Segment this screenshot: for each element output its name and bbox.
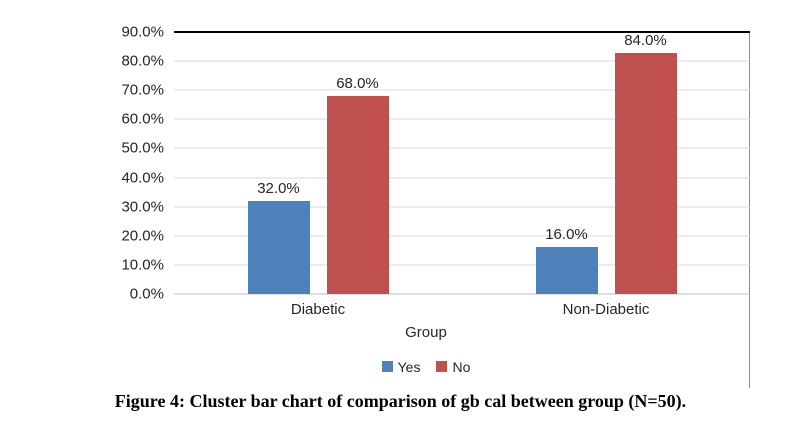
gridline <box>174 235 750 237</box>
y-tick-label: 10.0% <box>121 256 164 274</box>
bar-group-non-diabetic: 16.0% 84.0% <box>462 32 750 294</box>
y-tick-label: 40.0% <box>121 169 164 187</box>
bar-value-label: 84.0% <box>624 32 667 49</box>
chart-right-border <box>749 32 750 388</box>
bar-yes-diabetic: 32.0% <box>247 32 310 294</box>
gridline <box>174 89 750 91</box>
y-tick-label: 80.0% <box>121 52 164 70</box>
figure-caption: Figure 4: Cluster bar chart of compariso… <box>114 391 687 411</box>
bar-group-diabetic: 32.0% 68.0% <box>174 32 462 294</box>
bar <box>535 247 598 294</box>
bar-value-label: 68.0% <box>336 75 379 93</box>
y-tick-label: 50.0% <box>121 139 164 157</box>
bar <box>326 96 389 294</box>
x-axis-title: Group <box>405 324 447 341</box>
legend-swatch-icon <box>436 361 448 372</box>
gridline <box>174 60 750 62</box>
plot-row: 0.0% 10.0% 20.0% 30.0% 40.0% 50.0% 60.0% 70.0% 8… <box>102 24 750 303</box>
gridline <box>174 206 750 208</box>
x-category-label: Non-Diabetic <box>562 301 650 318</box>
y-axis: 0.0% 10.0% 20.0% 30.0% 40.0% 50.0% 60.0% 70.0% 8… <box>102 24 174 303</box>
bars-layer: 32.0% 68.0% 16.0% 84.0% <box>174 32 750 294</box>
y-tick-label: 90.0% <box>121 23 164 41</box>
legend-item-yes: Yes <box>381 358 421 375</box>
bar-value-label: 16.0% <box>545 226 588 244</box>
bar <box>247 200 310 294</box>
y-tick-label: 30.0% <box>121 198 164 216</box>
gridline <box>174 293 750 295</box>
bar-no-diabetic: 68.0% <box>326 32 389 294</box>
legend-item-no: No <box>436 359 470 375</box>
legend-label: No <box>452 358 471 375</box>
x-category-label: Diabetic <box>290 301 346 318</box>
y-tick-label: 20.0% <box>121 227 164 245</box>
gridline <box>174 31 750 33</box>
bar <box>614 53 677 294</box>
y-tick-label: 0.0% <box>129 285 164 303</box>
legend-swatch-icon <box>381 361 393 372</box>
gridline <box>174 264 750 266</box>
x-labels: Diabetic Non-Diabetic <box>174 294 750 320</box>
y-tick-label: 60.0% <box>121 110 164 128</box>
bar-no-non-diabetic: 84.0% <box>614 32 677 294</box>
y-tick-label: 70.0% <box>121 81 164 99</box>
gridline <box>174 147 750 149</box>
legend: Yes No <box>102 358 750 375</box>
bar-chart: 0.0% 10.0% 20.0% 30.0% 40.0% 50.0% 60.0% 70.0% 8… <box>102 24 750 388</box>
bar-yes-non-diabetic: 16.0% <box>535 32 598 294</box>
plot-area: 32.0% 68.0% 16.0% 84.0% <box>174 31 750 295</box>
gridline <box>174 118 750 120</box>
legend-label: Yes <box>397 358 421 375</box>
gridline <box>174 177 750 179</box>
bar-value-label: 32.0% <box>257 179 300 197</box>
